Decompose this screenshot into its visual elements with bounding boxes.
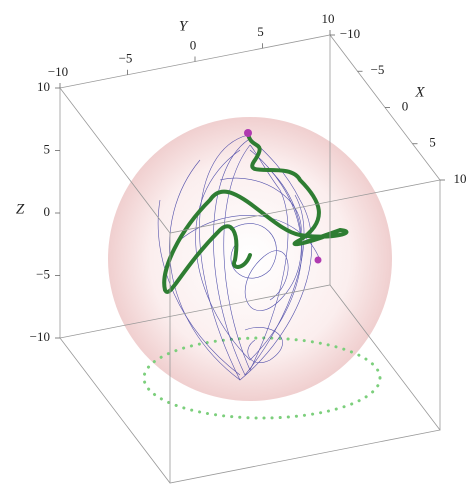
z-tick-label: 10 xyxy=(37,79,50,94)
y-tick-label: −5 xyxy=(119,51,133,66)
y-axis-label: Y xyxy=(179,18,189,34)
z-tick-label: 0 xyxy=(44,204,51,219)
z-axis-label: Z xyxy=(16,201,25,217)
z-tick-label: −5 xyxy=(36,266,50,281)
z-tick-label: 5 xyxy=(44,141,51,156)
x-axis-label: X xyxy=(414,84,425,100)
attractor xyxy=(157,134,321,381)
x-tick-label: −5 xyxy=(371,62,385,77)
point xyxy=(244,129,252,137)
x-tick-label: 0 xyxy=(402,98,409,113)
point xyxy=(314,256,322,264)
trajectory xyxy=(162,131,349,294)
y-tick-label: 10 xyxy=(322,11,335,26)
z-tick-label: −10 xyxy=(30,329,50,344)
y-tick-label: 0 xyxy=(190,37,197,52)
y-tick-label: −10 xyxy=(48,64,68,79)
scene xyxy=(59,34,441,484)
projection-dots xyxy=(142,336,382,420)
x-tick-label: 10 xyxy=(454,171,467,186)
x-tick-label: 5 xyxy=(429,135,436,150)
x-tick-label: −10 xyxy=(340,26,360,41)
y-tick-label: 5 xyxy=(257,24,264,39)
